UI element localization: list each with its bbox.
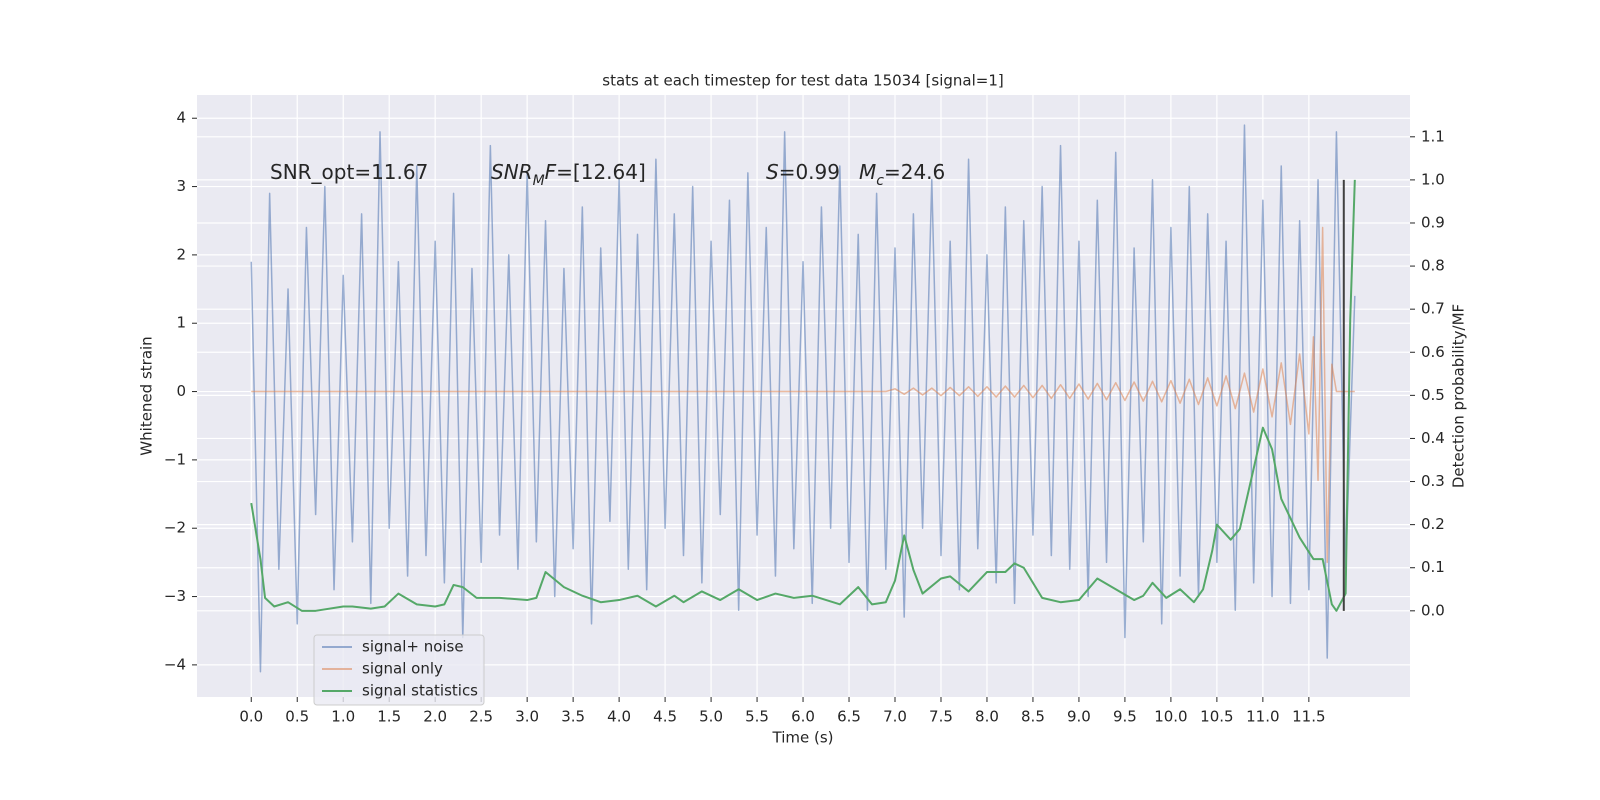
annotation-part: SNR [491, 160, 533, 184]
y2-tick-label: 0.5 [1421, 386, 1445, 404]
annotation-part: M [533, 173, 545, 189]
y-tick-label: −4 [164, 655, 186, 673]
annotation-part: =24.6 [884, 160, 945, 184]
annotation-part: SNR_opt=11.67 [270, 160, 428, 184]
y2-tick-label: 0.6 [1421, 343, 1445, 361]
legend-label: signal only [362, 660, 443, 678]
x-tick-label: 5.5 [745, 708, 769, 726]
annotation-part: M [859, 160, 876, 184]
x-tick-label: 6.5 [837, 708, 861, 726]
annotation-part: =[12.64] [556, 160, 646, 184]
annotation-part: F [545, 160, 557, 184]
series-line [250, 124, 1356, 673]
y2-tick-label: 0.9 [1421, 213, 1445, 231]
x-axis-label: Time (s) [772, 729, 834, 747]
y2-tick-label: 0.8 [1421, 257, 1445, 275]
annotation-part: =0.99 [779, 160, 840, 184]
series-line [250, 179, 1356, 612]
x-tick-label: 9.0 [1067, 708, 1091, 726]
annotation: SNRMF=[12.64] [491, 160, 646, 190]
x-tick-label: 6.0 [791, 708, 815, 726]
annotation: Mc=24.6 [859, 160, 945, 190]
y2-tick-label: 0.4 [1421, 429, 1445, 447]
legend-label: signal statistics [362, 682, 478, 700]
y-tick-label: −1 [164, 450, 186, 468]
y-tick-label: −3 [164, 587, 186, 605]
y2-tick-label: 0.2 [1421, 515, 1445, 533]
y-tick-label: 0 [176, 382, 186, 400]
x-tick-label: 4.5 [653, 708, 677, 726]
x-tick-label: 2.5 [469, 708, 493, 726]
y2-tick-label: 0.3 [1421, 472, 1445, 490]
x-tick-label: 5.0 [699, 708, 723, 726]
y-tick-label: 1 [176, 314, 186, 332]
y-tick-label: 2 [176, 245, 186, 263]
y2-tick-label: 0.0 [1421, 601, 1445, 619]
x-tick-label: 10.0 [1154, 708, 1187, 726]
y-axis-label: Whitened strain [138, 336, 156, 455]
x-tick-label: 3.5 [561, 708, 585, 726]
x-tick-label: 8.0 [975, 708, 999, 726]
annotation: SNR_opt=11.67 [270, 160, 428, 184]
y2-tick-label: 0.1 [1421, 558, 1445, 576]
x-tick-label: 11.0 [1246, 708, 1279, 726]
y2-axis-label: Detection probability/MF [1450, 304, 1468, 488]
legend-box [313, 634, 485, 706]
y-tick-label: 4 [176, 109, 186, 127]
x-tick-label: 7.5 [929, 708, 953, 726]
series-line [251, 226, 1355, 564]
x-tick-label: 1.5 [377, 708, 401, 726]
x-tick-label: 4.0 [607, 708, 631, 726]
annotation-part: c [876, 173, 884, 189]
x-tick-label: 2.0 [423, 708, 447, 726]
x-tick-label: 8.5 [1021, 708, 1045, 726]
annotation: S=0.99 [766, 160, 840, 184]
y2-tick-label: 1.1 [1421, 127, 1445, 145]
x-tick-label: 0.0 [239, 708, 263, 726]
legend-label: signal+ noise [362, 638, 464, 656]
x-tick-label: 1.0 [331, 708, 355, 726]
chart-title: stats at each timestep for test data 150… [602, 72, 1003, 90]
x-tick-label: 7.0 [883, 708, 907, 726]
x-tick-label: 3.0 [515, 708, 539, 726]
y2-tick-label: 1.0 [1421, 170, 1445, 188]
x-tick-label: 11.5 [1292, 708, 1325, 726]
annotation-part: S [766, 160, 779, 184]
x-tick-label: 0.5 [285, 708, 309, 726]
y-tick-label: 3 [176, 177, 186, 195]
x-tick-label: 10.5 [1200, 708, 1233, 726]
y2-tick-label: 0.7 [1421, 300, 1445, 318]
x-tick-label: 9.5 [1113, 708, 1137, 726]
y-tick-label: −2 [164, 519, 186, 537]
